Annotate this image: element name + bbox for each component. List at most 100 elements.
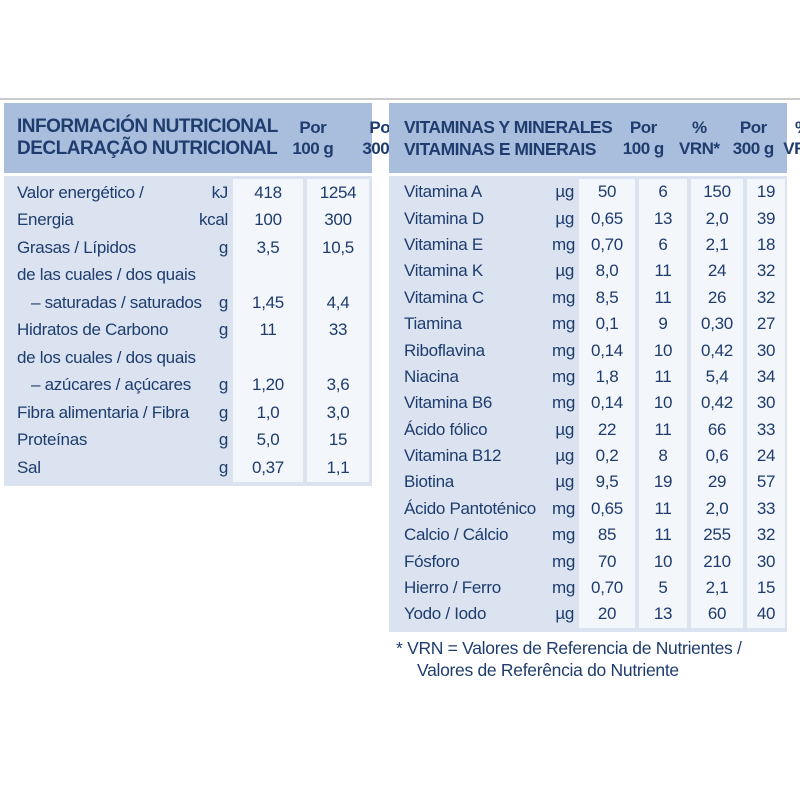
value-per-300g: 2,1 [691, 231, 743, 259]
column-header-vrn-300g: % VRN* [783, 118, 800, 158]
value-per-300g: 0,42 [691, 337, 743, 364]
value-per-100g: 0,2 [579, 442, 635, 470]
nutrient-unit: g [218, 402, 228, 422]
value-per-100g: 50 [579, 179, 635, 206]
value-per-100g: 0,70 [579, 574, 635, 602]
vitamin-unit: µg [555, 261, 574, 281]
value-per-300g: 15 [307, 426, 369, 454]
value-per-100g: 1,8 [579, 363, 635, 391]
table-row: Vitamina C mg 8,5 11 26 32 [389, 284, 787, 311]
table-row: de los cuales / dos quais [4, 344, 372, 372]
value-per-300g: 66 [691, 416, 743, 443]
vitamin-label: Vitamina B6 [404, 393, 493, 413]
vitamin-label: Fósforo [404, 551, 460, 571]
value-per-100g: 11 [233, 316, 303, 344]
value-per-100g: 0,14 [579, 337, 635, 364]
table-row: Hidratos de Carbono g 11 33 [4, 316, 372, 344]
nutrition-title-pt: DECLARAÇÃO NUTRICIONAL [17, 138, 278, 159]
table-row: de las cuales / dos quais [4, 261, 372, 289]
value-per-100g: 1,45 [233, 289, 303, 317]
table-row: Vitamina B6 mg 0,14 10 0,42 30 [389, 390, 787, 417]
value-per-300g: 0,30 [691, 310, 743, 338]
table-row: Fibra alimentaria / Fibra g 1,0 3,0 [4, 399, 372, 427]
vitamin-label: Riboflavina [404, 340, 485, 360]
value-vrn-percent-300g: 32 [747, 522, 785, 549]
value-per-300g: 255 [691, 522, 743, 549]
value-per-100g: 8,0 [579, 258, 635, 285]
vitamin-unit: mg [552, 578, 576, 598]
column-header-per-100g: Por 100 g [622, 118, 664, 158]
vitamins-minerals-table: VITAMINAS Y MINERALES VITAMINAS E MINERA… [389, 103, 800, 632]
value-vrn-percent-300g: 57 [747, 469, 785, 496]
value-vrn-percent-100g: 8 [639, 442, 687, 470]
value-vrn-percent-300g: 32 [747, 284, 785, 311]
nutrient-unit: kJ [211, 182, 229, 202]
vitamin-unit: mg [552, 525, 576, 545]
table-row: Fósforo mg 70 10 210 30 [389, 548, 787, 575]
nutrition-title-es: INFORMACIÓN NUTRICIONAL [17, 116, 278, 137]
nutrient-label: Grasas / Lípidos [17, 237, 136, 257]
vrn-footnote: * VRN = Valores de Referencia de Nutrien… [396, 637, 742, 681]
nutrient-label: – saturadas / saturados [31, 292, 202, 312]
vitamin-unit: mg [552, 314, 576, 334]
table-row: Vitamina B12 µg 0,2 8 0,6 24 [389, 442, 787, 470]
nutrient-unit: kcal [198, 210, 228, 230]
table-row: – saturadas / saturados g 1,45 4,4 [4, 289, 372, 317]
vitamin-label: Ácido fólico [404, 419, 488, 439]
value-vrn-percent-100g: 19 [639, 469, 687, 496]
value-vrn-percent-300g: 30 [747, 390, 785, 417]
table-row: Niacina mg 1,8 11 5,4 34 [389, 363, 787, 391]
vitamins-table-header: VITAMINAS Y MINERALES VITAMINAS E MINERA… [389, 103, 800, 173]
nutrient-label: Proteínas [17, 430, 88, 450]
value-vrn-percent-100g: 13 [639, 601, 687, 628]
value-per-300g: 210 [691, 548, 743, 575]
vitamin-unit: µg [555, 182, 574, 202]
value-per-100g: 100 [233, 206, 303, 234]
column-header-per-100g: Por 100 g [292, 118, 334, 158]
vitamin-label: Tiamina [404, 314, 462, 334]
value-per-100g: 3,5 [233, 234, 303, 262]
vitamin-label: Yodo / Iodo [404, 604, 487, 624]
nutrition-table-title: INFORMACIÓN NUTRICIONAL DECLARAÇÃO NUTRI… [4, 116, 278, 160]
value-per-300g: 5,4 [691, 363, 743, 391]
nutrient-label: Sal [17, 457, 41, 477]
nutrition-table: INFORMACIÓN NUTRICIONAL DECLARAÇÃO NUTRI… [4, 103, 404, 486]
vitamin-label: Calcio / Cálcio [404, 525, 509, 545]
vitamin-unit: mg [552, 287, 576, 307]
value-per-100g: 418 [233, 179, 303, 207]
value-vrn-percent-100g: 10 [639, 337, 687, 364]
value-per-300g [307, 344, 369, 372]
value-vrn-percent-100g: 6 [639, 231, 687, 259]
nutrient-label: – azúcares / açúcares [31, 375, 192, 395]
value-vrn-percent-300g: 33 [747, 495, 785, 523]
vitamin-label: Ácido Pantoténico [404, 498, 536, 518]
value-per-300g: 24 [691, 258, 743, 285]
value-per-300g: 300 [307, 206, 369, 234]
table-row: Riboflavina mg 0,14 10 0,42 30 [389, 337, 787, 364]
vitamin-unit: µg [555, 208, 574, 228]
vitamin-unit: mg [552, 366, 576, 386]
nutrient-label: Hidratos de Carbono [17, 320, 169, 340]
label-top-edge-line [0, 98, 800, 100]
table-row: Vitamina K µg 8,0 11 24 32 [389, 258, 787, 285]
table-row: Calcio / Cálcio mg 85 11 255 32 [389, 522, 787, 549]
value-per-100g: 0,65 [579, 495, 635, 523]
vitamin-unit: mg [552, 551, 576, 571]
value-per-300g: 26 [691, 284, 743, 311]
value-per-300g: 10,5 [307, 234, 369, 262]
nutrient-label: Valor energético / [17, 182, 144, 202]
value-per-100g: 1,20 [233, 371, 303, 399]
vitamin-label: Vitamina A [404, 182, 482, 202]
vitamin-label: Vitamina B12 [404, 446, 502, 466]
table-row: – azúcares / açúcares g 1,20 3,6 [4, 371, 372, 399]
value-per-300g: 2,0 [691, 205, 743, 232]
table-row: Yodo / Iodo µg 20 13 60 40 [389, 601, 787, 628]
value-vrn-percent-100g: 10 [639, 390, 687, 417]
value-vrn-percent-300g: 19 [747, 179, 785, 206]
vitamin-unit: mg [552, 234, 576, 254]
table-row: Vitamina D µg 0,65 13 2,0 39 [389, 205, 787, 232]
value-per-300g: 3,6 [307, 371, 369, 399]
vitamin-label: Vitamina E [404, 234, 483, 254]
vitamin-unit: mg [552, 393, 576, 413]
